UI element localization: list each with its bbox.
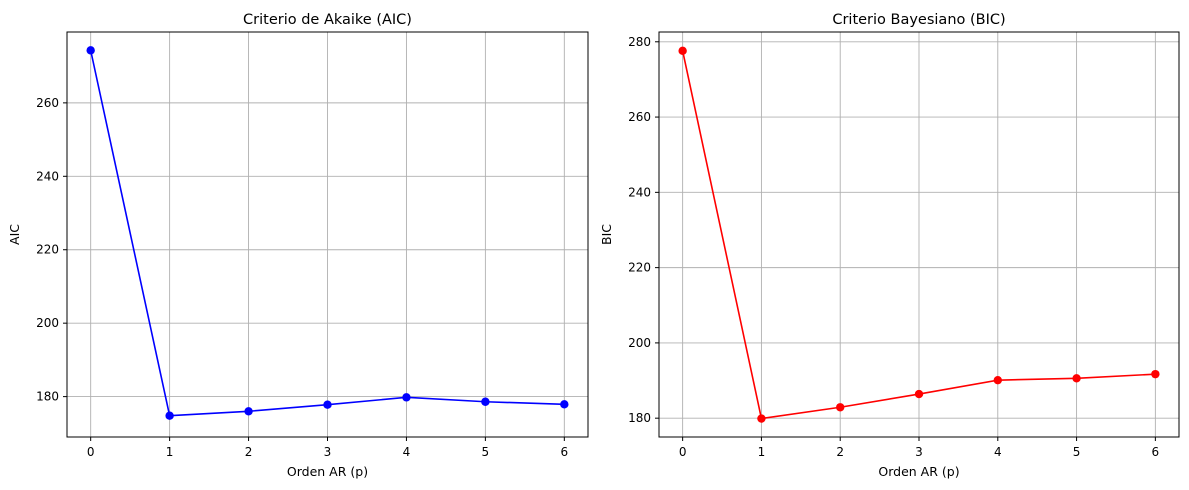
bic-data-point: [678, 46, 687, 56]
aic-x-tick-label: 2: [245, 445, 253, 459]
bic-data-point: [836, 403, 845, 412]
bic-x-tick-label: 5: [1073, 445, 1081, 459]
bic-y-axis-label: BIC: [599, 224, 614, 245]
aic-data-point: [481, 397, 490, 406]
bic-y-tick-label: 220: [628, 261, 651, 275]
aic-x-tick-label: 6: [560, 445, 568, 459]
bic-data-point: [993, 375, 1002, 385]
bic-x-tick-label: 3: [915, 445, 923, 459]
aic-data-point: [560, 400, 569, 409]
bic-y-tick-label: 240: [628, 185, 651, 199]
aic-x-tick-label: 1: [166, 445, 174, 459]
aic-x-tick-label: 4: [403, 445, 411, 459]
bic-data-point: [914, 389, 924, 399]
bic-chart-title: Criterio Bayesiano (BIC): [832, 12, 1005, 28]
bic-x-tick-label: 6: [1152, 445, 1160, 459]
aic-x-tick-label: 5: [482, 445, 490, 459]
aic-y-tick-label: 260: [36, 96, 59, 110]
bic-y-tick-label: 200: [628, 336, 651, 350]
bic-x-tick-label: 1: [758, 445, 766, 459]
bic-data-point: [1072, 374, 1081, 383]
bic-data-point: [1151, 369, 1160, 379]
aic-y-tick-label: 220: [36, 243, 59, 257]
aic-y-tick-label: 200: [36, 316, 59, 330]
bic-y-tick-label: 180: [628, 411, 651, 425]
aic-data-point: [402, 393, 411, 402]
aic-y-tick-label: 180: [36, 390, 59, 404]
bic-data-point: [757, 414, 766, 423]
aic-data-point: [244, 407, 253, 416]
bic-x-tick-label: 0: [679, 445, 687, 459]
bic-panel: 0 1 2 3 4 5 6 180 200 220 240 260 280 Criterio Bayesi…: [599, 12, 1180, 479]
bic-x-tick-label: 2: [836, 445, 844, 459]
bic-y-tick-label: 280: [628, 35, 651, 49]
aic-y-axis-label: AIC: [7, 224, 22, 245]
aic-data-point: [165, 411, 174, 420]
aic-data-point: [323, 400, 332, 409]
aic-chart-title: Criterio de Akaike (AIC): [243, 12, 412, 28]
bic-x-tick-label: 4: [994, 445, 1002, 459]
aic-x-axis-label: Orden AR (p): [287, 464, 368, 479]
aic-x-tick-label: 0: [87, 445, 95, 459]
bic-y-tick-label: 260: [628, 110, 651, 124]
aic-y-tick-label: 240: [36, 169, 59, 183]
aic-data-point: [86, 46, 95, 55]
aic-panel: 0 1 2 3 4 5 6 180 200 220 240 260 Criterio de Akaike…: [7, 12, 589, 479]
bic-x-axis-label: Orden AR (p): [878, 464, 959, 479]
aic-x-tick-label: 3: [324, 445, 332, 459]
